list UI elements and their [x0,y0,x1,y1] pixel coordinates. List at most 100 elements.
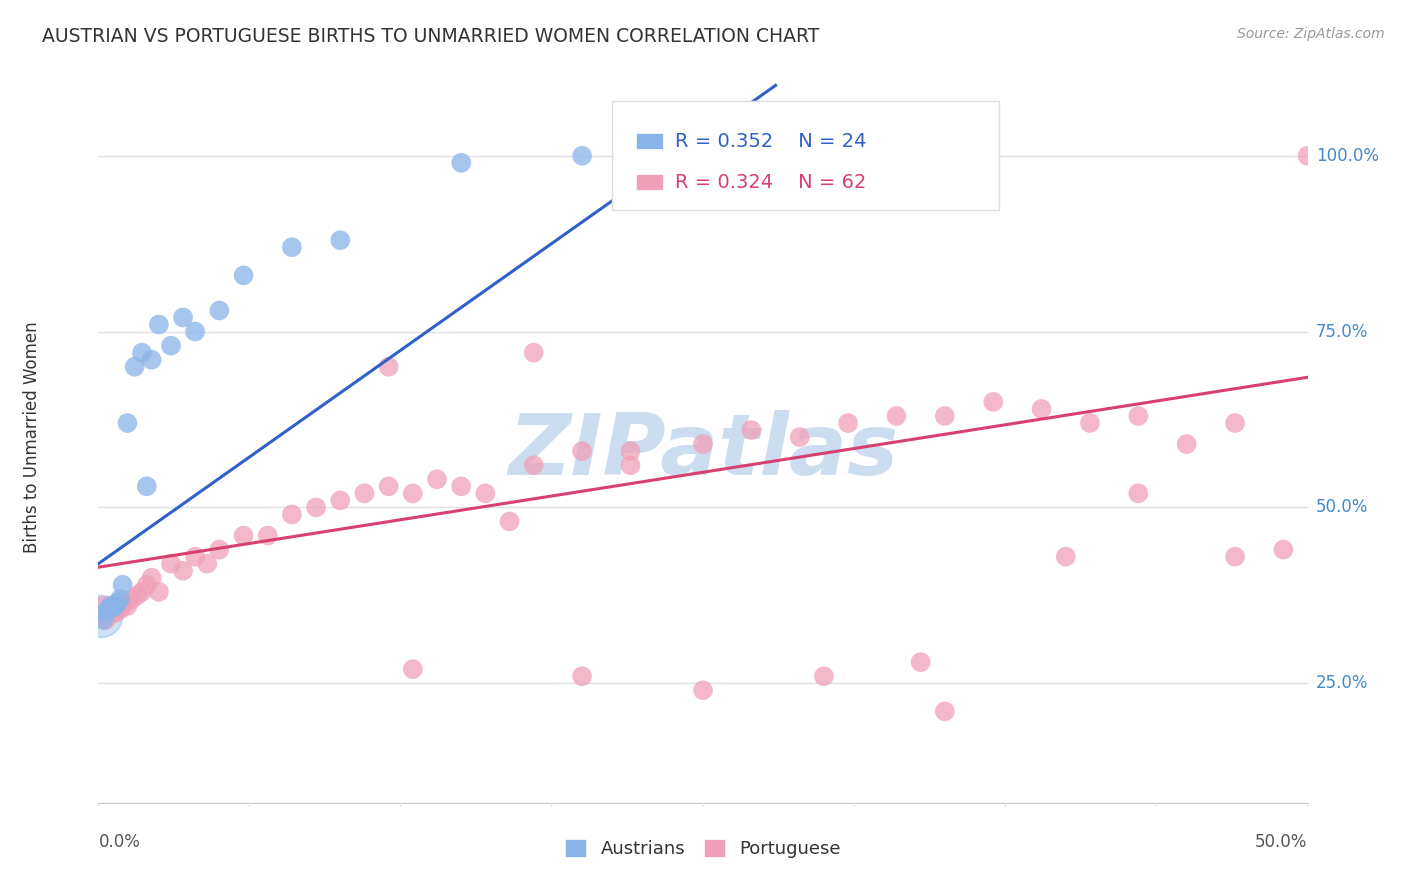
Point [117,416,139,430]
Point [141,571,163,585]
Point [450,156,472,170]
Point [281,508,304,522]
Point [111,599,134,613]
Point [789,430,811,444]
Point [1031,401,1053,416]
Point [1078,416,1101,430]
Point [619,458,641,473]
Point [131,584,153,599]
Text: R = 0.324    N = 62: R = 0.324 N = 62 [675,172,866,192]
Point [117,599,139,613]
Point [148,584,170,599]
FancyBboxPatch shape [637,174,664,190]
Point [104,599,127,613]
Point [148,318,170,332]
Point [160,557,183,571]
Point [426,472,449,486]
Point [232,528,254,542]
Point [107,599,129,613]
Point [97,609,120,624]
Point [934,705,956,719]
Point [208,303,231,318]
Point [94,606,117,620]
Legend: Austrians, Portuguese: Austrians, Portuguese [555,830,851,867]
Text: 0.0%: 0.0% [98,833,141,851]
Point [377,359,399,374]
Point [981,395,1004,409]
Point [90,609,112,624]
Point [692,437,714,451]
Point [172,564,194,578]
Point [141,352,163,367]
Point [523,458,546,473]
Point [97,602,120,616]
Point [184,549,207,564]
Point [402,662,425,676]
Point [813,669,835,683]
Point [94,613,117,627]
Point [101,600,124,615]
Point [402,486,425,500]
Point [377,479,399,493]
Text: 50.0%: 50.0% [1256,833,1308,851]
Point [101,599,124,613]
Point [1175,437,1198,451]
Point [1223,549,1246,564]
Point [104,606,127,620]
Point [498,515,520,529]
Text: ZIPatlas: ZIPatlas [508,410,898,493]
Point [108,602,131,616]
Point [571,444,593,458]
Text: R = 0.352    N = 24: R = 0.352 N = 24 [675,132,866,151]
Text: 50.0%: 50.0% [1316,499,1368,516]
Point [232,268,254,283]
Point [184,325,207,339]
Point [91,613,114,627]
Point [127,588,149,602]
Point [108,591,131,606]
Point [208,542,231,557]
Point [111,578,134,592]
Point [571,149,593,163]
Point [886,409,908,423]
Point [135,479,157,493]
Point [135,578,157,592]
Text: 75.0%: 75.0% [1316,323,1368,341]
Text: Source: ZipAtlas.com: Source: ZipAtlas.com [1237,27,1385,41]
Point [1272,542,1295,557]
Point [1054,549,1077,564]
Point [124,359,146,374]
Point [160,339,183,353]
Point [131,345,153,359]
Point [91,599,114,613]
Text: 100.0%: 100.0% [1316,147,1379,165]
Point [329,493,352,508]
Point [523,345,546,359]
Point [619,444,641,458]
Point [692,683,714,698]
Point [256,528,278,542]
FancyBboxPatch shape [613,101,1000,211]
Point [305,500,328,515]
Point [837,416,859,430]
Point [121,591,143,606]
Point [934,409,956,423]
Point [195,557,218,571]
Point [740,423,762,437]
Point [1128,409,1150,423]
Point [1296,149,1319,163]
Text: AUSTRIAN VS PORTUGUESE BIRTHS TO UNMARRIED WOMEN CORRELATION CHART: AUSTRIAN VS PORTUGUESE BIRTHS TO UNMARRI… [42,27,820,45]
Point [107,595,129,609]
Point [910,655,932,669]
Text: Births to Unmarried Women: Births to Unmarried Women [22,321,41,553]
Point [100,599,122,613]
Text: 25.0%: 25.0% [1316,674,1368,692]
Point [474,486,496,500]
FancyBboxPatch shape [637,133,664,149]
Point [172,310,194,325]
Point [1128,486,1150,500]
Point [353,486,375,500]
Point [450,479,472,493]
Point [571,669,593,683]
Point [281,240,304,254]
